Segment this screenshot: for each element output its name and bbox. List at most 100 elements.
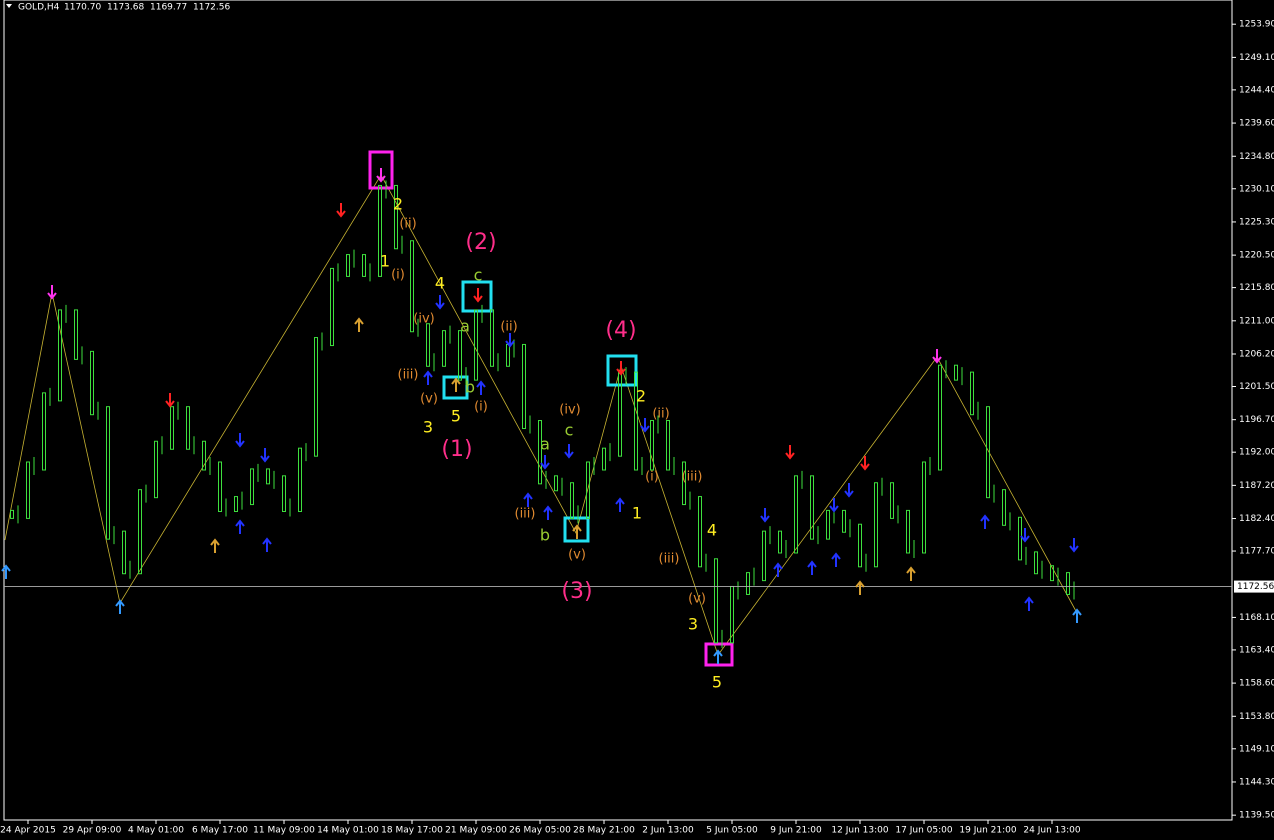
fractal-arrow (760, 508, 770, 523)
wave-label: 3 (423, 418, 433, 437)
fractal-arrow (451, 377, 461, 392)
price-bar (986, 406, 990, 499)
fractal-arrow (807, 560, 817, 575)
price-bar (602, 447, 606, 471)
price-bar (1002, 489, 1006, 526)
price-bar (826, 509, 830, 540)
price-bar (682, 461, 686, 506)
y-tick-label: 1196.70 (1239, 415, 1274, 425)
fractal-arrow (260, 448, 270, 463)
wave-label: 1 (632, 504, 642, 523)
ohlc-value: 1173.68 (107, 3, 144, 13)
fractal-arrow (785, 445, 795, 460)
fractal-arrow (1020, 528, 1030, 543)
wave-label: (i) (391, 268, 405, 283)
x-tick-label: 24 Jun 13:00 (1023, 826, 1080, 836)
price-bar (394, 184, 398, 250)
y-tick-label: 1239.60 (1239, 119, 1274, 129)
price-bar (234, 496, 238, 512)
fractal-arrow (1072, 608, 1082, 623)
price-bar (874, 482, 878, 568)
fractal-arrow (523, 492, 533, 507)
wave-label: (2) (465, 230, 496, 255)
symbol: GOLD,H4 (18, 3, 60, 13)
y-tick-label: 1220.50 (1239, 251, 1274, 261)
fractal-arrow (476, 380, 486, 395)
y-tick-label: 1182.40 (1239, 514, 1274, 524)
fractal-arrow (831, 552, 841, 567)
x-tick-label: 17 Jun 05:00 (895, 826, 952, 836)
price-bar (842, 509, 846, 533)
fractal-arrow (844, 483, 854, 498)
price-bar (10, 509, 14, 519)
box (563, 516, 590, 543)
fractal-arrow (540, 455, 550, 470)
wave-label: (v) (688, 592, 706, 607)
wave-label: (iii) (515, 507, 536, 522)
x-tick-label: 2 Jun 13:00 (642, 826, 694, 836)
menu-triangle[interactable] (6, 4, 12, 8)
price-bar (1034, 551, 1038, 575)
fractal-arrow (1, 564, 11, 579)
fractal-arrow (336, 203, 346, 218)
price-bar (650, 420, 654, 471)
price-bar (666, 420, 670, 471)
fractal-arrow (354, 317, 364, 332)
price-bar (634, 371, 638, 471)
box (442, 375, 469, 400)
price-bar (890, 482, 894, 519)
fractal-arrow (210, 538, 220, 553)
price-bar (266, 468, 270, 485)
x-tick-label: 14 May 01:00 (317, 826, 379, 836)
price-bar (298, 447, 302, 512)
price-bar (522, 343, 526, 430)
y-tick-label: 1206.20 (1239, 349, 1274, 359)
price-bar (858, 523, 862, 568)
y-tick-label: 1234.80 (1239, 152, 1274, 162)
price-bar (202, 440, 206, 471)
wave-label: c (565, 421, 574, 440)
price-bar (586, 461, 590, 519)
price-bar (314, 337, 318, 457)
price-bar (218, 461, 222, 512)
wave-label: b (540, 526, 550, 545)
price-bar (122, 530, 126, 575)
y-tick-label: 1244.40 (1239, 85, 1274, 95)
price-bar (170, 406, 174, 450)
wave-label: 3 (688, 615, 698, 634)
wave-label: (iv) (559, 403, 580, 418)
price-bar (58, 309, 62, 402)
wave-label: (iii) (659, 552, 680, 567)
fractal-arrow (616, 361, 626, 376)
y-tick-label: 1215.80 (1239, 283, 1274, 293)
x-tick-label: 21 May 09:00 (445, 826, 507, 836)
wave-label: 5 (712, 673, 722, 692)
price-bar (330, 267, 334, 347)
price-tag-label: 1172.56 (1237, 582, 1274, 592)
fractal-arrow (376, 168, 386, 183)
wave-label: 1 (380, 252, 390, 271)
y-tick-label: 1149.10 (1239, 744, 1274, 754)
price-bar (762, 530, 766, 582)
fractal-arrow (906, 566, 916, 581)
price-bar (442, 330, 446, 367)
price-bar (906, 509, 910, 554)
y-tick-label: 1187.20 (1239, 481, 1274, 491)
wave-label: (3) (561, 579, 592, 604)
price-bar (474, 309, 478, 381)
price-bar (74, 309, 78, 360)
y-tick-label: 1158.60 (1239, 679, 1274, 689)
price-bar (1066, 572, 1070, 595)
x-tick-label: 29 Apr 09:00 (63, 826, 122, 836)
wave-label: a (540, 435, 550, 454)
y-tick-label: 1144.30 (1239, 777, 1274, 787)
price-bar (794, 475, 798, 554)
price-bar (810, 475, 814, 540)
price-bar (970, 371, 974, 416)
price-bar (1018, 516, 1022, 561)
y-tick-label: 1192.00 (1239, 448, 1274, 458)
x-tick-label: 12 Jun 13:00 (831, 826, 888, 836)
price-bar (362, 254, 366, 277)
y-tick-label: 1253.90 (1239, 20, 1274, 30)
